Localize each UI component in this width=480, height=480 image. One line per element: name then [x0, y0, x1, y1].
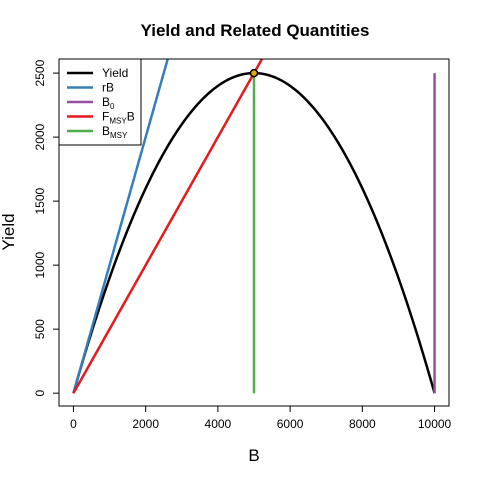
legend-label: BMSY — [102, 124, 128, 140]
y-tick-label: 2000 — [33, 123, 47, 150]
legend-label: FMSYB — [102, 110, 135, 126]
legend-label: B0 — [102, 95, 115, 111]
y-tick-label: 2500 — [33, 59, 47, 86]
y-tick-label: 500 — [33, 319, 47, 339]
legend-label: Yield — [102, 66, 128, 80]
msy-point — [249, 68, 259, 78]
x-tick-label: 0 — [70, 417, 77, 431]
y-tick-label: 0 — [33, 390, 47, 397]
x-tick-label: 4000 — [205, 417, 232, 431]
series-rb-line — [72, 59, 169, 394]
x-tick-label: 6000 — [277, 417, 304, 431]
y-axis-label: Yield — [0, 213, 18, 250]
y-tick-label: 1500 — [33, 187, 47, 214]
chart-title: Yield and Related Quantities — [141, 21, 370, 40]
axes-layer: 0 2000 4000 6000 8000 10000 0 500 1000 1500 2000 25… — [33, 58, 452, 431]
y-tick-label: 1000 — [33, 251, 47, 278]
x-tick-label: 8000 — [349, 417, 376, 431]
x-tick-label: 2000 — [132, 417, 159, 431]
series-fmsyb-line — [72, 59, 264, 394]
x-axis-label: B — [248, 446, 259, 465]
x-tick-label: 10000 — [418, 417, 452, 431]
legend-label: rB — [102, 81, 114, 95]
series-layer — [72, 59, 436, 394]
